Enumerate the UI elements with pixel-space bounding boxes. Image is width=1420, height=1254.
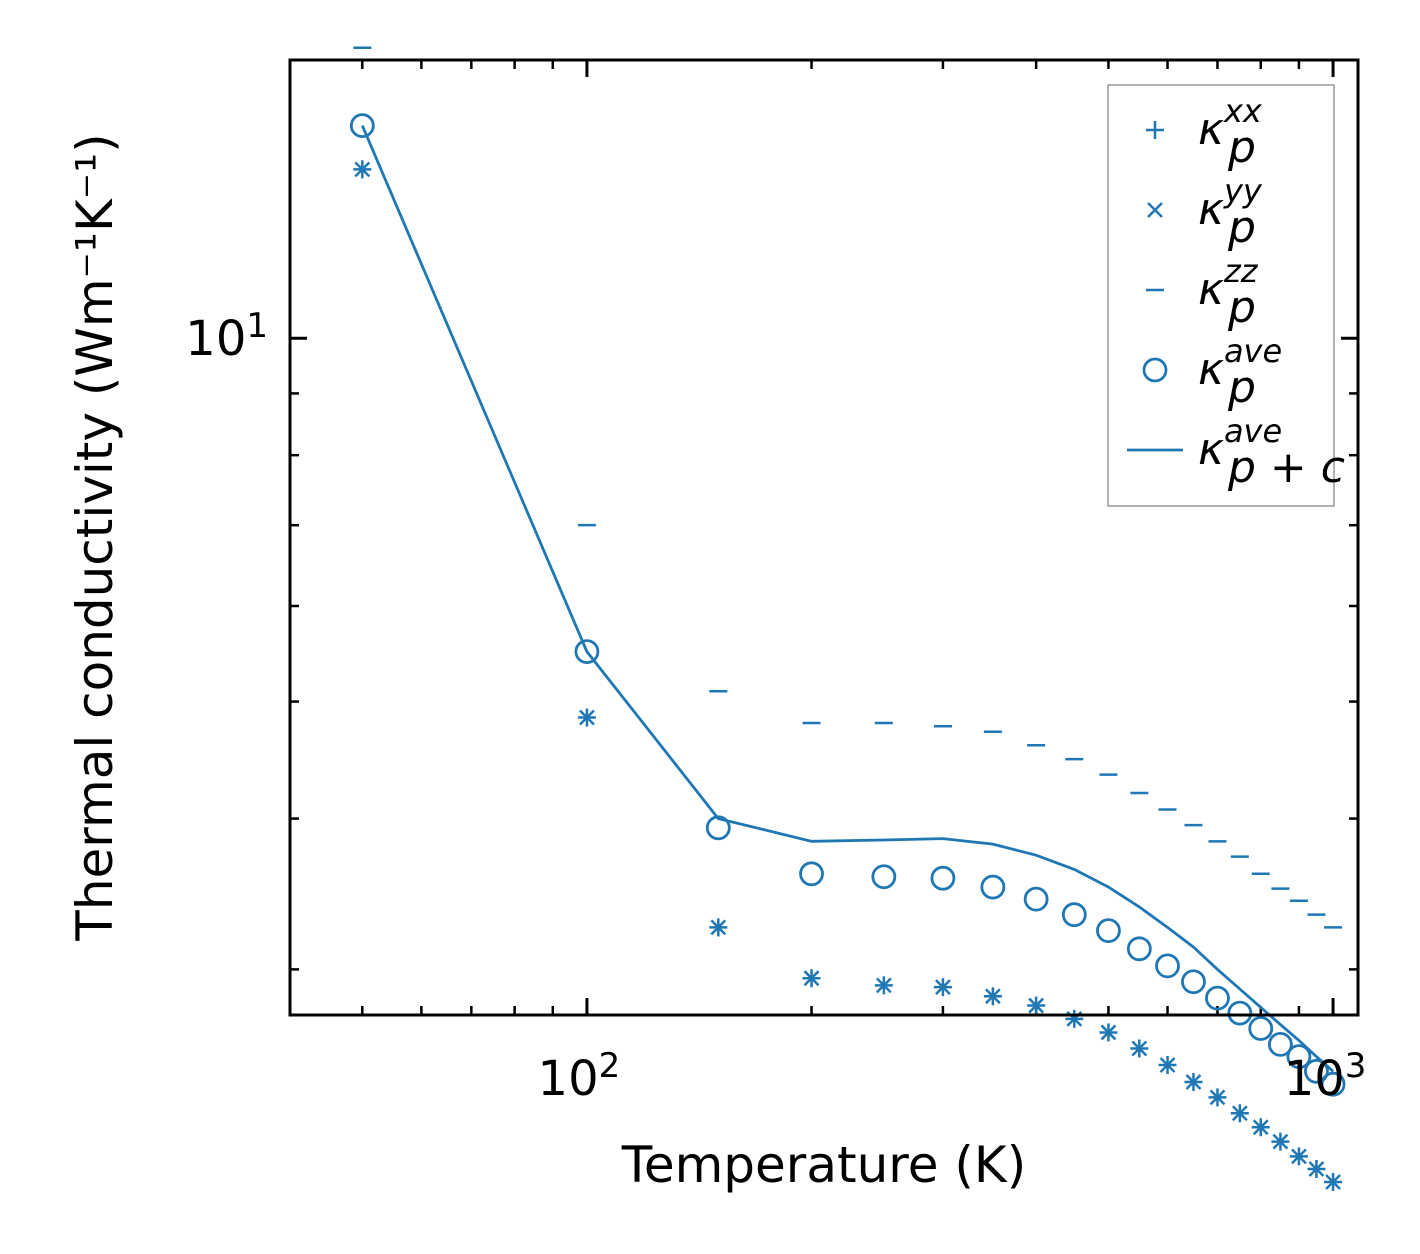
data-point xyxy=(871,864,897,890)
data-point xyxy=(1100,1024,1117,1041)
data-point xyxy=(930,865,956,891)
data-point xyxy=(710,919,727,936)
series-1 xyxy=(354,161,1341,1190)
y-axis-title: Thermal conductivity (Wm⁻¹K⁻¹) xyxy=(66,133,124,941)
data-point xyxy=(1209,1089,1226,1106)
data-point xyxy=(1304,1058,1329,1084)
data-point xyxy=(1291,1148,1307,1165)
legend-label: κave xyxy=(1198,332,1282,395)
legend-label-sub: p xyxy=(1227,202,1256,253)
legend-label: κyy xyxy=(1198,172,1263,235)
legend-marker xyxy=(1142,357,1168,383)
data-point xyxy=(1231,1105,1248,1122)
data-point xyxy=(579,709,595,726)
legend-label: κave xyxy=(1198,412,1282,475)
data-point xyxy=(1308,1161,1325,1177)
data-point xyxy=(1267,1032,1293,1057)
major-ticks xyxy=(290,60,1358,1015)
data-point xyxy=(1028,997,1045,1014)
data-point xyxy=(1023,886,1049,912)
data-point xyxy=(980,874,1006,900)
legend-label-sub: p xyxy=(1227,362,1256,413)
data-point xyxy=(875,977,892,994)
x-tick-label: 103 xyxy=(1284,1046,1367,1107)
legend-box xyxy=(1107,84,1335,507)
series-2 xyxy=(353,46,1343,929)
y-tick-label: 101 xyxy=(185,306,268,367)
legend-label: κxx xyxy=(1198,92,1263,155)
data-point xyxy=(799,861,824,887)
data-point xyxy=(1205,985,1230,1011)
data-point xyxy=(1286,1044,1312,1070)
data-point xyxy=(574,639,600,665)
data-point xyxy=(1272,1133,1289,1150)
data-point xyxy=(984,988,1001,1005)
data-point xyxy=(354,161,371,178)
data-point xyxy=(1320,1071,1346,1097)
x-tick-label: 102 xyxy=(538,1046,621,1107)
series-line xyxy=(361,125,1335,1073)
data-point xyxy=(1061,902,1087,928)
legend-label-sub: p xyxy=(1227,282,1256,333)
data-point xyxy=(1227,1000,1253,1026)
data-point xyxy=(349,113,375,139)
legend-marker xyxy=(1147,202,1163,218)
series-4 xyxy=(361,125,1335,1073)
legend-label-sub: p + c xyxy=(1227,442,1345,493)
plot-frame xyxy=(288,58,1360,1017)
data-point xyxy=(1096,918,1121,944)
data-point xyxy=(1159,1057,1176,1073)
data-point xyxy=(1252,1119,1269,1136)
data-point xyxy=(1248,1016,1274,1041)
legend-marker xyxy=(1146,121,1164,139)
data-point xyxy=(1325,1174,1341,1190)
data-point xyxy=(935,979,951,996)
x-axis-title: Temperature (K) xyxy=(621,1136,1026,1194)
legend-label-sub: p xyxy=(1227,122,1256,173)
series-layer xyxy=(349,46,1346,1191)
data-point xyxy=(1181,969,1206,995)
data-point xyxy=(1126,936,1152,962)
data-point xyxy=(1155,953,1180,979)
data-point xyxy=(1131,1040,1148,1057)
data-point xyxy=(803,970,820,987)
tick-labels: 102 103 101 xyxy=(185,306,1366,1107)
series-3 xyxy=(349,113,1346,1097)
data-point xyxy=(1185,1074,1202,1090)
legend-label: κzz xyxy=(1198,252,1259,315)
